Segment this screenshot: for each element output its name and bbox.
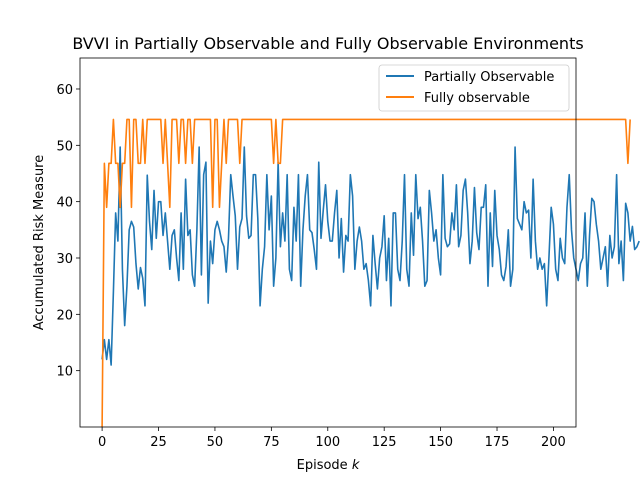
legend-box [378, 64, 570, 112]
legend-label-fully-observable: Fully observable [424, 91, 530, 106]
y-tick-label: 50 [56, 139, 73, 154]
y-tick-label: 30 [56, 252, 73, 267]
y-tick-label: 60 [56, 83, 73, 98]
x-tick-label: 175 [485, 435, 510, 450]
x-tick-label: 0 [98, 435, 106, 450]
y-tick-label: 20 [56, 308, 73, 323]
x-axis-ticks: 0 25 50 75 100 125 150 175 200 [98, 427, 566, 450]
series-line-partially-observable [101, 146, 640, 366]
x-axis-label: Episode k [297, 458, 360, 473]
y-axis-label: Accumulated Risk Measure [32, 155, 47, 331]
legend: Partially Observable Fully observable [378, 64, 570, 112]
chart-title: BVVI in Partially Observable and Fully O… [72, 34, 583, 53]
x-tick-label: 25 [150, 435, 167, 450]
x-tick-label: 125 [372, 435, 397, 450]
x-tick-label: 200 [541, 435, 566, 450]
series-line-fully-observable [101, 118, 631, 428]
x-tick-label: 75 [263, 435, 280, 450]
y-tick-label: 10 [56, 365, 73, 380]
x-tick-label: 50 [207, 435, 224, 450]
x-tick-label: 100 [315, 435, 340, 450]
y-axis-ticks: 10 20 30 40 50 60 [56, 83, 80, 380]
x-tick-label: 150 [428, 435, 453, 450]
plot-lines [101, 118, 640, 428]
legend-label-partially-observable: Partially Observable [424, 70, 554, 85]
y-tick-label: 40 [56, 196, 73, 211]
